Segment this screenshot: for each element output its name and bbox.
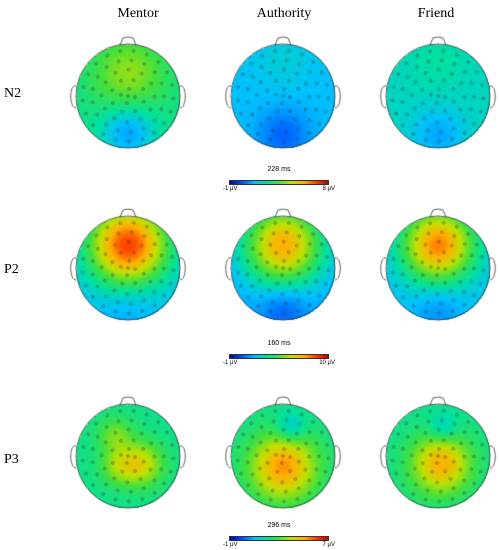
colorbar-time: 160 ms bbox=[267, 340, 291, 347]
colorbar-time: 296 ms bbox=[267, 522, 291, 529]
column-label-mentor: Mentor bbox=[117, 6, 159, 21]
colorbar-gradient bbox=[229, 180, 329, 185]
colorbar-min-label: -1 µV bbox=[223, 360, 238, 366]
colorbar-min-label: -1 µV bbox=[223, 542, 238, 548]
colorbar-max-label: 8 µV bbox=[322, 186, 335, 192]
colorbar-gradient bbox=[229, 536, 329, 541]
column-label-friend: Friend bbox=[417, 6, 455, 21]
row-label-p2: P2 bbox=[4, 262, 19, 277]
column-label-authority: Authority bbox=[256, 6, 312, 21]
colorbar-min-label: -1 µV bbox=[223, 186, 238, 192]
row-label-p3: P3 bbox=[4, 452, 19, 467]
colorbar-time: 228 ms bbox=[267, 166, 291, 173]
colorbar-gradient bbox=[229, 354, 329, 359]
colorbar-max-label: 10 µV bbox=[319, 360, 335, 366]
row-label-n2: N2 bbox=[4, 86, 22, 101]
colorbar-max-label: 7 µV bbox=[322, 542, 335, 548]
